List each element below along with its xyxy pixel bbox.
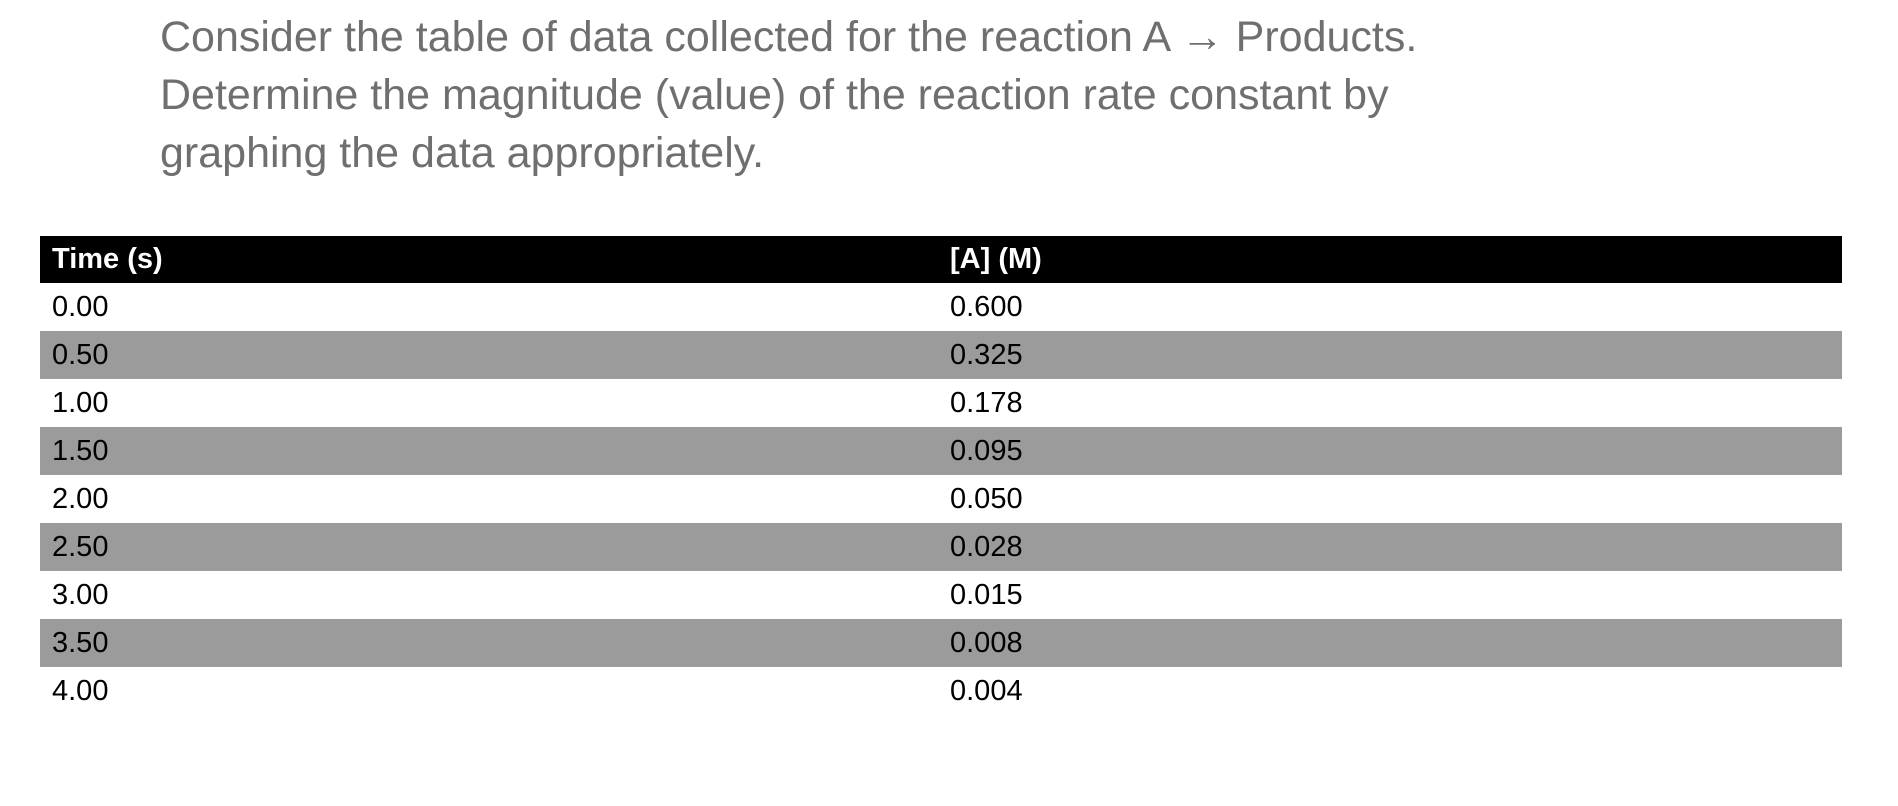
cell-time: 0.00 <box>52 290 109 323</box>
cell-concentration: 0.004 <box>950 674 1023 707</box>
question-line-3: graphing the data appropriately. <box>160 129 765 177</box>
cell-concentration: 0.325 <box>950 338 1023 371</box>
cell-time: 4.00 <box>52 674 109 707</box>
cell-time: 3.00 <box>52 578 109 611</box>
table-row: 0.00 0.600 <box>40 283 1842 331</box>
question-line-1: Consider the table of data collected for… <box>160 13 1418 61</box>
table-row: 1.50 0.095 <box>40 427 1842 475</box>
cell-concentration: 0.178 <box>950 386 1023 419</box>
cell-time: 1.50 <box>52 434 109 467</box>
cell-time: 3.50 <box>52 626 109 659</box>
cell-time: 2.00 <box>52 482 109 515</box>
cell-concentration: 0.050 <box>950 482 1023 515</box>
cell-concentration: 0.008 <box>950 626 1023 659</box>
data-table: Time (s) [A] (M) 0.00 0.600 0.50 0.325 1.00 0… <box>40 236 1842 715</box>
table-body: 0.00 0.600 0.50 0.325 1.00 0.178 1.50 0.095 2.00… <box>40 283 1842 715</box>
cell-concentration: 0.600 <box>950 290 1023 323</box>
question-text: Consider the table of data collected for… <box>160 8 1720 182</box>
cell-concentration: 0.095 <box>950 434 1023 467</box>
cell-time: 1.00 <box>52 386 109 419</box>
cell-concentration: 0.015 <box>950 578 1023 611</box>
table-header-row: Time (s) [A] (M) <box>40 236 1842 283</box>
cell-concentration: 0.028 <box>950 530 1023 563</box>
table-row: 2.00 0.050 <box>40 475 1842 523</box>
table-row: 4.00 0.004 <box>40 667 1842 715</box>
table-row: 0.50 0.325 <box>40 331 1842 379</box>
cell-time: 0.50 <box>52 338 109 371</box>
question-line-2: Determine the magnitude (value) of the r… <box>160 71 1389 119</box>
cell-time: 2.50 <box>52 530 109 563</box>
table-row: 3.50 0.008 <box>40 619 1842 667</box>
table-row: 2.50 0.028 <box>40 523 1842 571</box>
table-row: 1.00 0.178 <box>40 379 1842 427</box>
column-header-concentration: [A] (M) <box>938 236 1842 283</box>
column-header-time: Time (s) <box>40 236 938 283</box>
table-row: 3.00 0.015 <box>40 571 1842 619</box>
